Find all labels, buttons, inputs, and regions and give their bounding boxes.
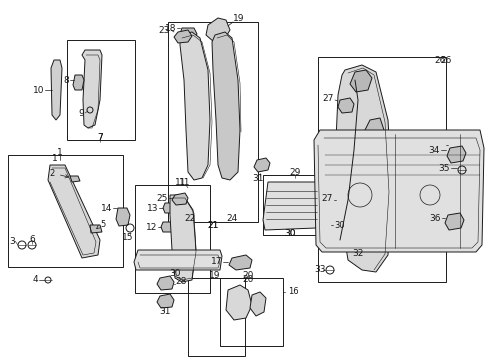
Text: 11: 11: [174, 177, 185, 186]
Polygon shape: [263, 182, 319, 230]
Text: 29: 29: [289, 167, 300, 176]
Text: 33: 33: [314, 266, 325, 275]
Polygon shape: [174, 30, 192, 43]
Polygon shape: [316, 218, 331, 232]
Text: 31: 31: [159, 307, 170, 316]
Polygon shape: [249, 292, 265, 316]
Polygon shape: [313, 130, 483, 252]
Polygon shape: [205, 18, 229, 42]
Text: 1: 1: [57, 148, 63, 157]
Text: 26: 26: [433, 55, 445, 64]
Polygon shape: [335, 193, 351, 208]
Polygon shape: [172, 193, 187, 205]
Text: 30: 30: [284, 229, 295, 238]
Text: 8: 8: [63, 76, 69, 85]
Polygon shape: [163, 203, 176, 213]
Polygon shape: [212, 32, 240, 180]
Text: 18: 18: [164, 23, 176, 32]
Text: 7: 7: [97, 132, 102, 141]
Text: 36: 36: [428, 213, 440, 222]
Polygon shape: [48, 165, 100, 258]
Bar: [135, 185, 209, 293]
Polygon shape: [446, 146, 465, 163]
Text: 4: 4: [32, 275, 38, 284]
Polygon shape: [170, 195, 196, 282]
Text: 12: 12: [145, 222, 157, 231]
Text: 10: 10: [32, 86, 44, 95]
Text: 31: 31: [252, 174, 263, 183]
Text: 21: 21: [207, 220, 218, 230]
Polygon shape: [180, 32, 209, 180]
Text: 27: 27: [322, 94, 333, 103]
Text: 34: 34: [428, 145, 439, 154]
Text: 20: 20: [242, 270, 253, 279]
Polygon shape: [363, 118, 383, 143]
Polygon shape: [73, 75, 84, 90]
Polygon shape: [116, 208, 130, 226]
Polygon shape: [161, 222, 174, 232]
Text: 13: 13: [146, 203, 158, 212]
Polygon shape: [157, 294, 174, 308]
Text: 7: 7: [97, 132, 102, 141]
Polygon shape: [444, 213, 463, 230]
Bar: [263, 175, 325, 235]
Text: 30: 30: [333, 220, 344, 230]
Text: 19: 19: [232, 14, 244, 23]
Text: 23: 23: [158, 26, 170, 35]
Polygon shape: [82, 50, 102, 128]
Bar: [168, 22, 258, 222]
Bar: [317, 57, 445, 282]
Text: 16: 16: [287, 288, 298, 297]
Text: 19: 19: [209, 270, 220, 279]
Text: 32: 32: [351, 249, 363, 258]
Bar: [67, 40, 135, 140]
Text: 3: 3: [9, 237, 15, 246]
Text: 30: 30: [284, 229, 295, 238]
Text: 27: 27: [321, 194, 332, 202]
Polygon shape: [180, 28, 197, 40]
Text: 11: 11: [179, 177, 190, 186]
Polygon shape: [225, 285, 251, 320]
Bar: [8, 155, 123, 267]
Text: 35: 35: [438, 163, 449, 172]
Text: 6: 6: [29, 235, 35, 244]
Polygon shape: [337, 98, 353, 113]
Text: 1: 1: [52, 153, 58, 162]
Text: 30: 30: [169, 269, 181, 278]
Bar: [220, 278, 283, 346]
Text: 14: 14: [101, 203, 112, 212]
Text: 5: 5: [97, 220, 105, 229]
Text: 28: 28: [175, 278, 186, 287]
Text: 22: 22: [184, 213, 195, 222]
Bar: [187, 278, 244, 356]
Text: 9: 9: [78, 108, 84, 117]
Text: 21: 21: [207, 220, 218, 230]
Polygon shape: [70, 176, 80, 182]
Polygon shape: [51, 60, 62, 120]
Text: 25: 25: [156, 194, 168, 202]
Text: 26: 26: [439, 55, 450, 64]
Polygon shape: [335, 65, 391, 272]
Polygon shape: [134, 250, 222, 270]
Polygon shape: [228, 255, 251, 270]
Text: 24: 24: [226, 213, 237, 222]
Polygon shape: [349, 70, 371, 92]
Polygon shape: [253, 158, 269, 172]
Polygon shape: [157, 276, 174, 290]
Text: 2: 2: [50, 168, 68, 178]
Text: 20: 20: [242, 275, 253, 284]
Text: 15: 15: [122, 233, 134, 242]
Text: 17: 17: [210, 257, 222, 266]
Polygon shape: [90, 225, 102, 233]
